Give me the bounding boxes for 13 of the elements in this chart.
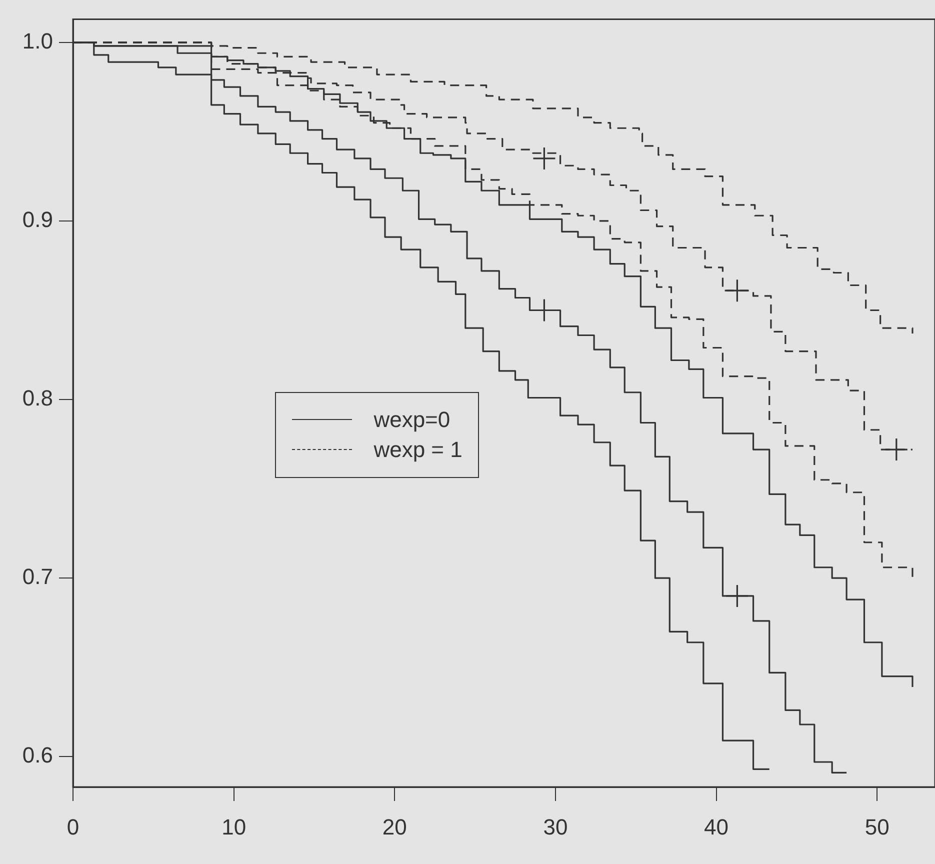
x-tick-label: 10 <box>222 814 246 840</box>
x-tick-label: 50 <box>864 814 890 840</box>
y-tick-label: 0.7 <box>22 564 53 590</box>
y-tick-label: 0.8 <box>22 386 53 411</box>
y-tick-label: 0.9 <box>22 207 53 232</box>
x-tick-label: 0 <box>66 814 80 840</box>
y-tick-label: 1.0 <box>22 28 53 54</box>
x-tick-label: 30 <box>543 814 568 840</box>
legend-label: wexp = 1 <box>374 436 462 463</box>
x-tick-label: 20 <box>382 814 407 840</box>
y-tick-label: 0.6 <box>22 742 53 768</box>
x-tick-label: 40 <box>704 814 729 840</box>
legend-label: wexp=0 <box>374 406 450 433</box>
